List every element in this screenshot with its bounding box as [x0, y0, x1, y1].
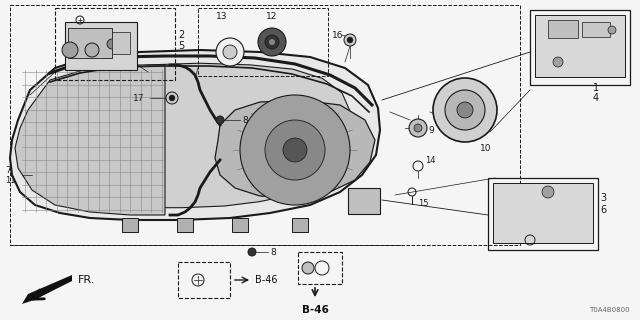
Circle shape [169, 95, 175, 101]
Bar [178, 262, 230, 298]
Bar [488, 178, 598, 250]
Circle shape [409, 119, 427, 137]
Polygon shape [10, 50, 380, 220]
Circle shape [553, 57, 563, 67]
Text: T0A4B0800: T0A4B0800 [589, 307, 630, 313]
Bar [68, 28, 112, 58]
Bar [10, 5, 520, 245]
Circle shape [414, 124, 422, 132]
Bar [55, 8, 175, 80]
Bar [298, 252, 342, 284]
Circle shape [347, 37, 353, 43]
Text: B-46: B-46 [301, 305, 328, 315]
Circle shape [269, 39, 275, 45]
Text: 14: 14 [425, 156, 435, 164]
Circle shape [302, 262, 314, 274]
Bar [530, 10, 630, 85]
Bar [582, 22, 610, 37]
Text: 4: 4 [593, 93, 599, 103]
Bar [548, 20, 578, 38]
Bar [535, 15, 625, 77]
Circle shape [216, 116, 224, 124]
Polygon shape [38, 63, 352, 208]
Text: 8: 8 [242, 116, 248, 124]
Bar [198, 8, 328, 76]
Bar [65, 22, 137, 70]
Text: 16: 16 [332, 30, 344, 39]
Text: 9: 9 [428, 125, 434, 134]
Bar [122, 218, 138, 232]
Circle shape [107, 39, 117, 49]
Circle shape [457, 102, 473, 118]
Circle shape [166, 92, 178, 104]
Text: B-46: B-46 [255, 275, 278, 285]
Bar [112, 32, 130, 54]
Circle shape [62, 42, 78, 58]
Text: 11: 11 [5, 175, 15, 185]
Text: 15: 15 [418, 198, 429, 207]
Text: 2: 2 [178, 30, 184, 40]
Circle shape [542, 186, 554, 198]
Text: 5: 5 [178, 41, 184, 51]
Circle shape [85, 43, 99, 57]
Text: FR.: FR. [78, 275, 95, 285]
Bar [348, 188, 380, 214]
Text: 8: 8 [270, 247, 276, 257]
Circle shape [283, 138, 307, 162]
Text: 17: 17 [132, 93, 144, 102]
Circle shape [265, 35, 279, 49]
Text: 12: 12 [266, 12, 278, 20]
Circle shape [433, 78, 497, 142]
Polygon shape [215, 100, 375, 198]
Bar [493, 183, 593, 243]
Text: 10: 10 [480, 143, 492, 153]
Circle shape [608, 26, 616, 34]
Bar [292, 218, 308, 232]
Polygon shape [15, 65, 165, 215]
Text: 3: 3 [600, 193, 606, 203]
Text: 13: 13 [216, 12, 228, 20]
Bar [232, 218, 248, 232]
Text: 1: 1 [593, 83, 599, 93]
Circle shape [344, 34, 356, 46]
Circle shape [265, 120, 325, 180]
Circle shape [223, 45, 237, 59]
Circle shape [248, 248, 256, 256]
Text: 6: 6 [600, 205, 606, 215]
Circle shape [216, 38, 244, 66]
Circle shape [258, 28, 286, 56]
Circle shape [445, 90, 485, 130]
Polygon shape [22, 275, 72, 304]
Bar [177, 218, 193, 232]
Circle shape [240, 95, 350, 205]
Text: 7: 7 [5, 165, 11, 174]
